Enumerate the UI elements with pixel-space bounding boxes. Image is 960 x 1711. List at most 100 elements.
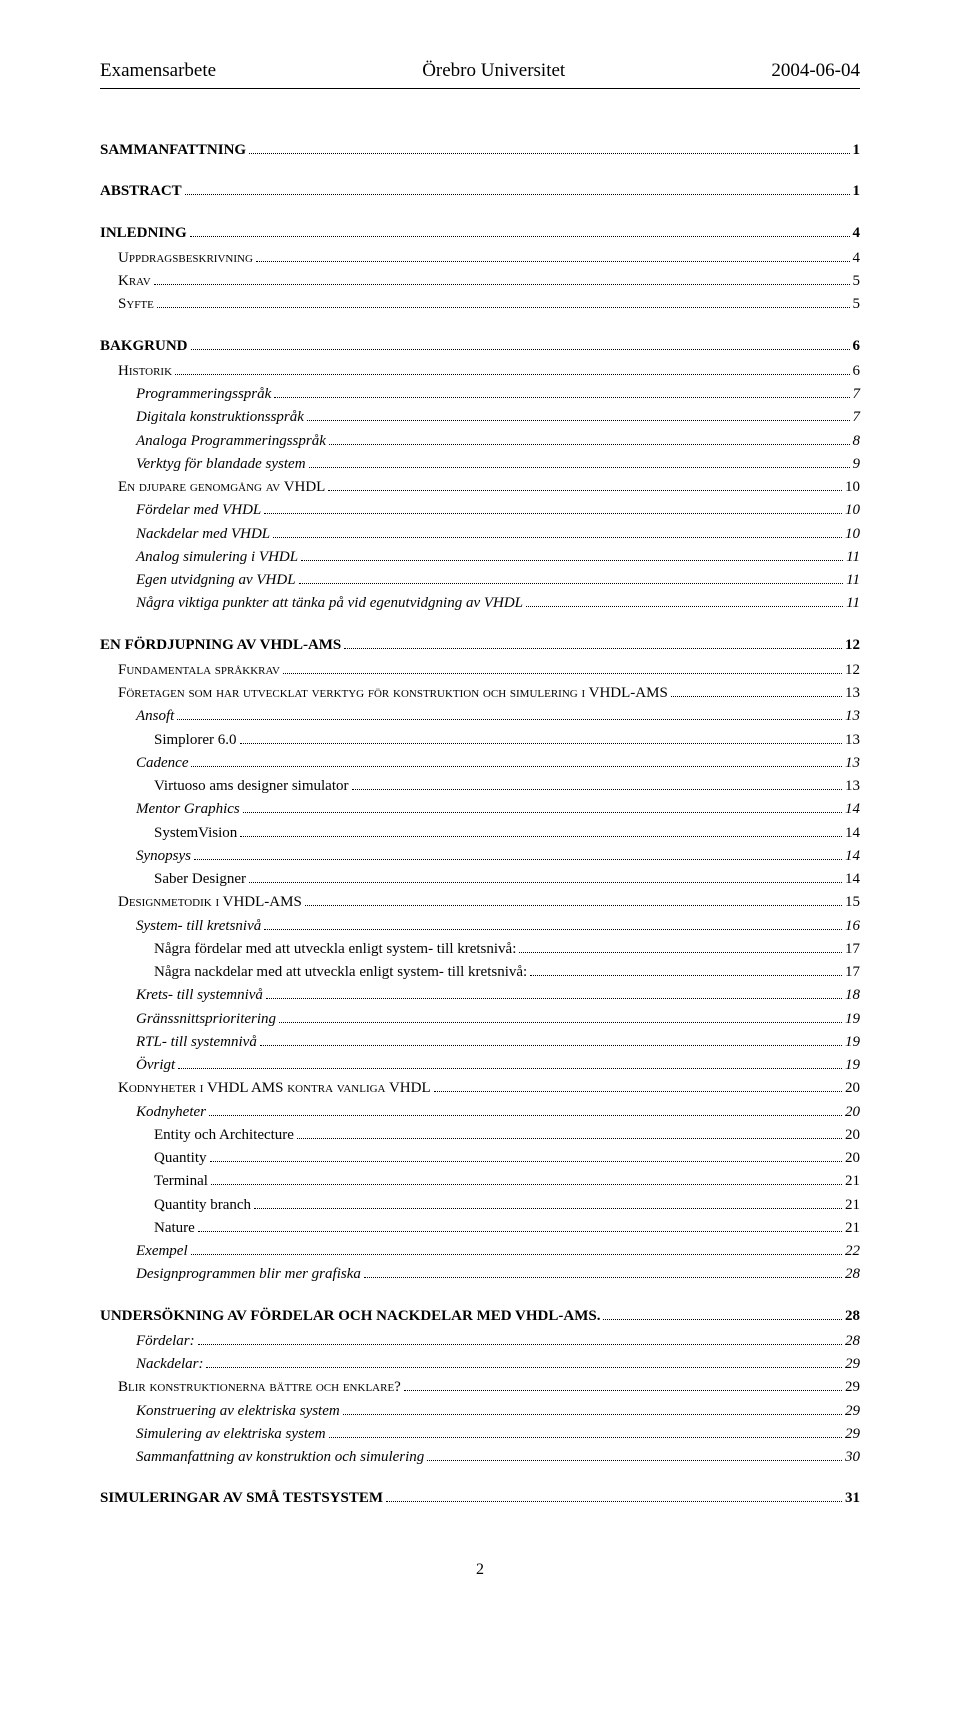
toc-entry: Simplorer 6.013 [100, 729, 860, 752]
toc-entry-label: Blir konstruktionerna bättre och enklare… [118, 1376, 401, 1399]
toc-leader-dots [386, 1501, 842, 1502]
toc-entry: Kodnyheter i VHDL AMS kontra vanliga VHD… [100, 1077, 860, 1100]
toc-entry-label: Gränssnittsprioritering [136, 1008, 276, 1031]
toc-entry: Nackdelar:29 [100, 1353, 860, 1376]
toc-entry-page: 31 [845, 1487, 860, 1510]
toc-entry-page: 28 [845, 1263, 860, 1286]
toc-entry: Verktyg för blandade system 9 [100, 453, 860, 476]
toc-leader-dots [343, 1414, 842, 1415]
toc-leader-dots [307, 420, 850, 421]
toc-leader-dots [256, 261, 850, 262]
toc-leader-dots [240, 836, 842, 837]
toc-entry-page: 11 [846, 546, 860, 569]
toc-entry: System- till kretsnivå 16 [100, 915, 860, 938]
toc-leader-dots [260, 1045, 842, 1046]
toc-entry: Cadence13 [100, 752, 860, 775]
toc-entry-label: Designmetodik i VHDL-AMS [118, 891, 302, 914]
toc-entry-label: Konstruering av elektriska system [136, 1400, 340, 1423]
toc-entry-page: 6 [853, 335, 861, 358]
toc-entry-page: 28 [845, 1330, 860, 1353]
toc-entry-page: 20 [845, 1147, 860, 1170]
toc-entry: BAKGRUND6 [100, 335, 860, 358]
toc-entry-page: 15 [845, 891, 860, 914]
toc-entry-page: 11 [846, 569, 860, 592]
toc-entry-label: Analoga Programmeringsspråk [136, 430, 326, 453]
toc-entry-label: Några viktiga punkter att tänka på vid e… [136, 592, 523, 615]
toc-entry-label: Ansoft [136, 705, 174, 728]
toc-entry-label: Designprogrammen blir mer grafiska [136, 1263, 361, 1286]
toc-entry-label: Några nackdelar med att utveckla enligt … [154, 961, 527, 984]
toc-entry-label: Uppdragsbeskrivning [118, 247, 253, 270]
toc-entry-label: SIMULERINGAR AV SMÅ TESTSYSTEM [100, 1487, 383, 1510]
toc-entry: SAMMANFATTNING1 [100, 139, 860, 162]
document-page: Examensarbete Örebro Universitet 2004-06… [0, 0, 960, 1629]
toc-entry-page: 13 [845, 682, 860, 705]
toc-entry-label: Simulering av elektriska system [136, 1423, 326, 1446]
toc-entry-page: 21 [845, 1194, 860, 1217]
toc-entry-page: 20 [845, 1101, 860, 1124]
toc-leader-dots [154, 284, 850, 285]
toc-entry-page: 7 [853, 406, 861, 429]
toc-leader-dots [283, 673, 842, 674]
toc-leader-dots [264, 929, 842, 930]
toc-entry-label: Quantity [154, 1147, 207, 1170]
toc-entry: Krav5 [100, 270, 860, 293]
toc-entry-label: Saber Designer [154, 868, 246, 891]
toc-entry-label: Verktyg för blandade system [136, 453, 306, 476]
toc-entry: Några nackdelar med att utveckla enligt … [100, 961, 860, 984]
toc-entry: Syfte5 [100, 293, 860, 316]
toc-entry-page: 12 [845, 634, 860, 657]
toc-entry-label: Nackdelar: [136, 1353, 203, 1376]
toc-entry-label: EN FÖRDJUPNING AV VHDL-AMS [100, 634, 341, 657]
toc-leader-dots [427, 1460, 842, 1461]
toc-entry: Fördelar:28 [100, 1330, 860, 1353]
toc-entry-page: 1 [853, 180, 861, 203]
toc-entry-page: 10 [845, 476, 860, 499]
toc-leader-dots [198, 1344, 842, 1345]
toc-leader-dots [519, 952, 842, 953]
toc-entry-label: Quantity branch [154, 1194, 251, 1217]
toc-entry-page: 29 [845, 1423, 860, 1446]
toc-entry-page: 9 [853, 453, 861, 476]
toc-entry-label: System- till kretsnivå [136, 915, 261, 938]
toc-entry-page: 16 [845, 915, 860, 938]
toc-entry: Designmetodik i VHDL-AMS 15 [100, 891, 860, 914]
toc-entry-page: 8 [853, 430, 861, 453]
header-right: 2004-06-04 [771, 60, 860, 82]
toc-entry-label: Krets- till systemnivå [136, 984, 263, 1007]
toc-entry-page: 1 [853, 139, 861, 162]
toc-leader-dots [404, 1390, 842, 1391]
toc-entry: UNDERSÖKNING AV FÖRDELAR OCH NACKDELAR M… [100, 1305, 860, 1328]
toc-entry: Egen utvidgning av VHDL11 [100, 569, 860, 592]
toc-entry: Nackdelar med VHDL 10 [100, 523, 860, 546]
toc-leader-dots [249, 882, 842, 883]
toc-entry-label: Företagen som har utvecklat verktyg för … [118, 682, 668, 705]
header-center: Örebro Universitet [422, 60, 565, 82]
toc-entry-label: Entity och Architecture [154, 1124, 294, 1147]
toc-entry-label: Nackdelar med VHDL [136, 523, 270, 546]
toc-entry-page: 13 [845, 729, 860, 752]
toc-entry-page: 13 [845, 752, 860, 775]
toc-entry: Kodnyheter20 [100, 1101, 860, 1124]
toc-leader-dots [297, 1138, 842, 1139]
toc-entry: Övrigt19 [100, 1054, 860, 1077]
toc-entry-page: 20 [845, 1077, 860, 1100]
toc-leader-dots [190, 236, 850, 237]
toc-leader-dots [671, 696, 842, 697]
toc-entry-page: 10 [845, 523, 860, 546]
toc-entry-label: Nature [154, 1217, 195, 1240]
toc-entry-label: Mentor Graphics [136, 798, 240, 821]
toc-entry-page: 7 [853, 383, 861, 406]
page-header: Examensarbete Örebro Universitet 2004-06… [100, 60, 860, 82]
toc-leader-dots [254, 1208, 842, 1209]
toc-entry: Virtuoso ams designer simulator13 [100, 775, 860, 798]
page-number: 2 [100, 1561, 860, 1579]
toc-leader-dots [273, 537, 842, 538]
toc-leader-dots [240, 743, 843, 744]
toc-leader-dots [329, 444, 850, 445]
toc-entry: Quantity 20 [100, 1147, 860, 1170]
toc-entry-page: 17 [845, 961, 860, 984]
toc-entry: SIMULERINGAR AV SMÅ TESTSYSTEM 31 [100, 1487, 860, 1510]
toc-entry: Designprogrammen blir mer grafiska 28 [100, 1263, 860, 1286]
header-underline [100, 88, 860, 89]
